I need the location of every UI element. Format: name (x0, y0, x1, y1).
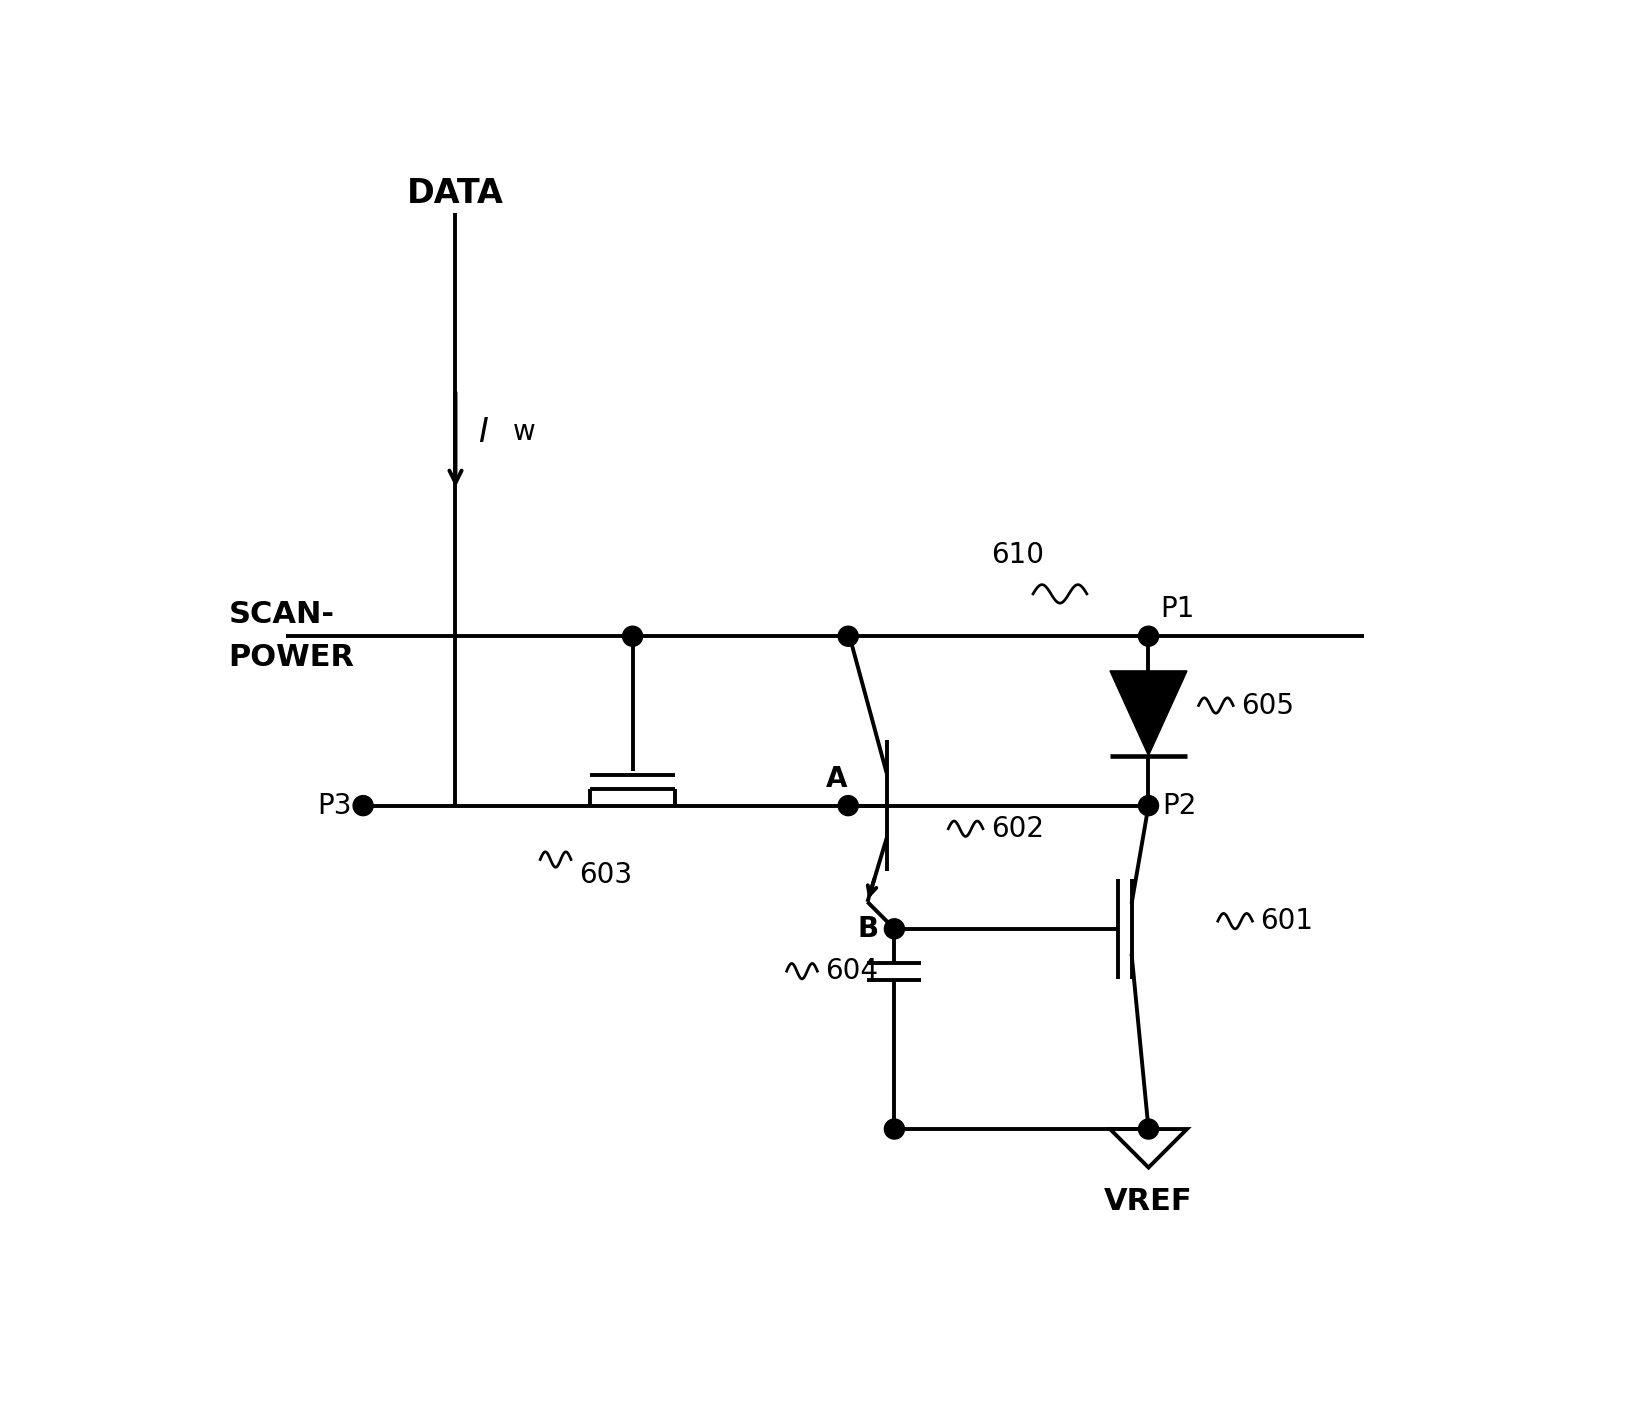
Text: 601: 601 (1259, 908, 1313, 936)
Circle shape (1137, 795, 1157, 816)
Circle shape (883, 919, 903, 938)
Text: SCAN-: SCAN- (228, 601, 334, 629)
Text: 604: 604 (824, 957, 877, 985)
Circle shape (1137, 626, 1157, 646)
Circle shape (623, 626, 642, 646)
Text: B: B (857, 915, 879, 943)
Text: POWER: POWER (228, 643, 354, 673)
Text: 602: 602 (990, 815, 1042, 843)
Text: 603: 603 (579, 861, 631, 889)
Text: 605: 605 (1241, 691, 1293, 719)
Text: w: w (513, 418, 536, 446)
Circle shape (883, 1119, 903, 1140)
Text: A: A (826, 764, 847, 792)
Text: VREF: VREF (1103, 1186, 1192, 1216)
Circle shape (352, 795, 374, 816)
Circle shape (1137, 1119, 1157, 1140)
Text: P2: P2 (1162, 792, 1196, 820)
Text: DATA: DATA (406, 177, 503, 210)
Text: P1: P1 (1159, 595, 1193, 623)
Circle shape (838, 626, 857, 646)
Text: P3: P3 (316, 792, 351, 820)
Circle shape (838, 795, 857, 816)
Text: 610: 610 (990, 542, 1044, 570)
Polygon shape (1110, 671, 1187, 756)
Text: I: I (479, 415, 488, 449)
